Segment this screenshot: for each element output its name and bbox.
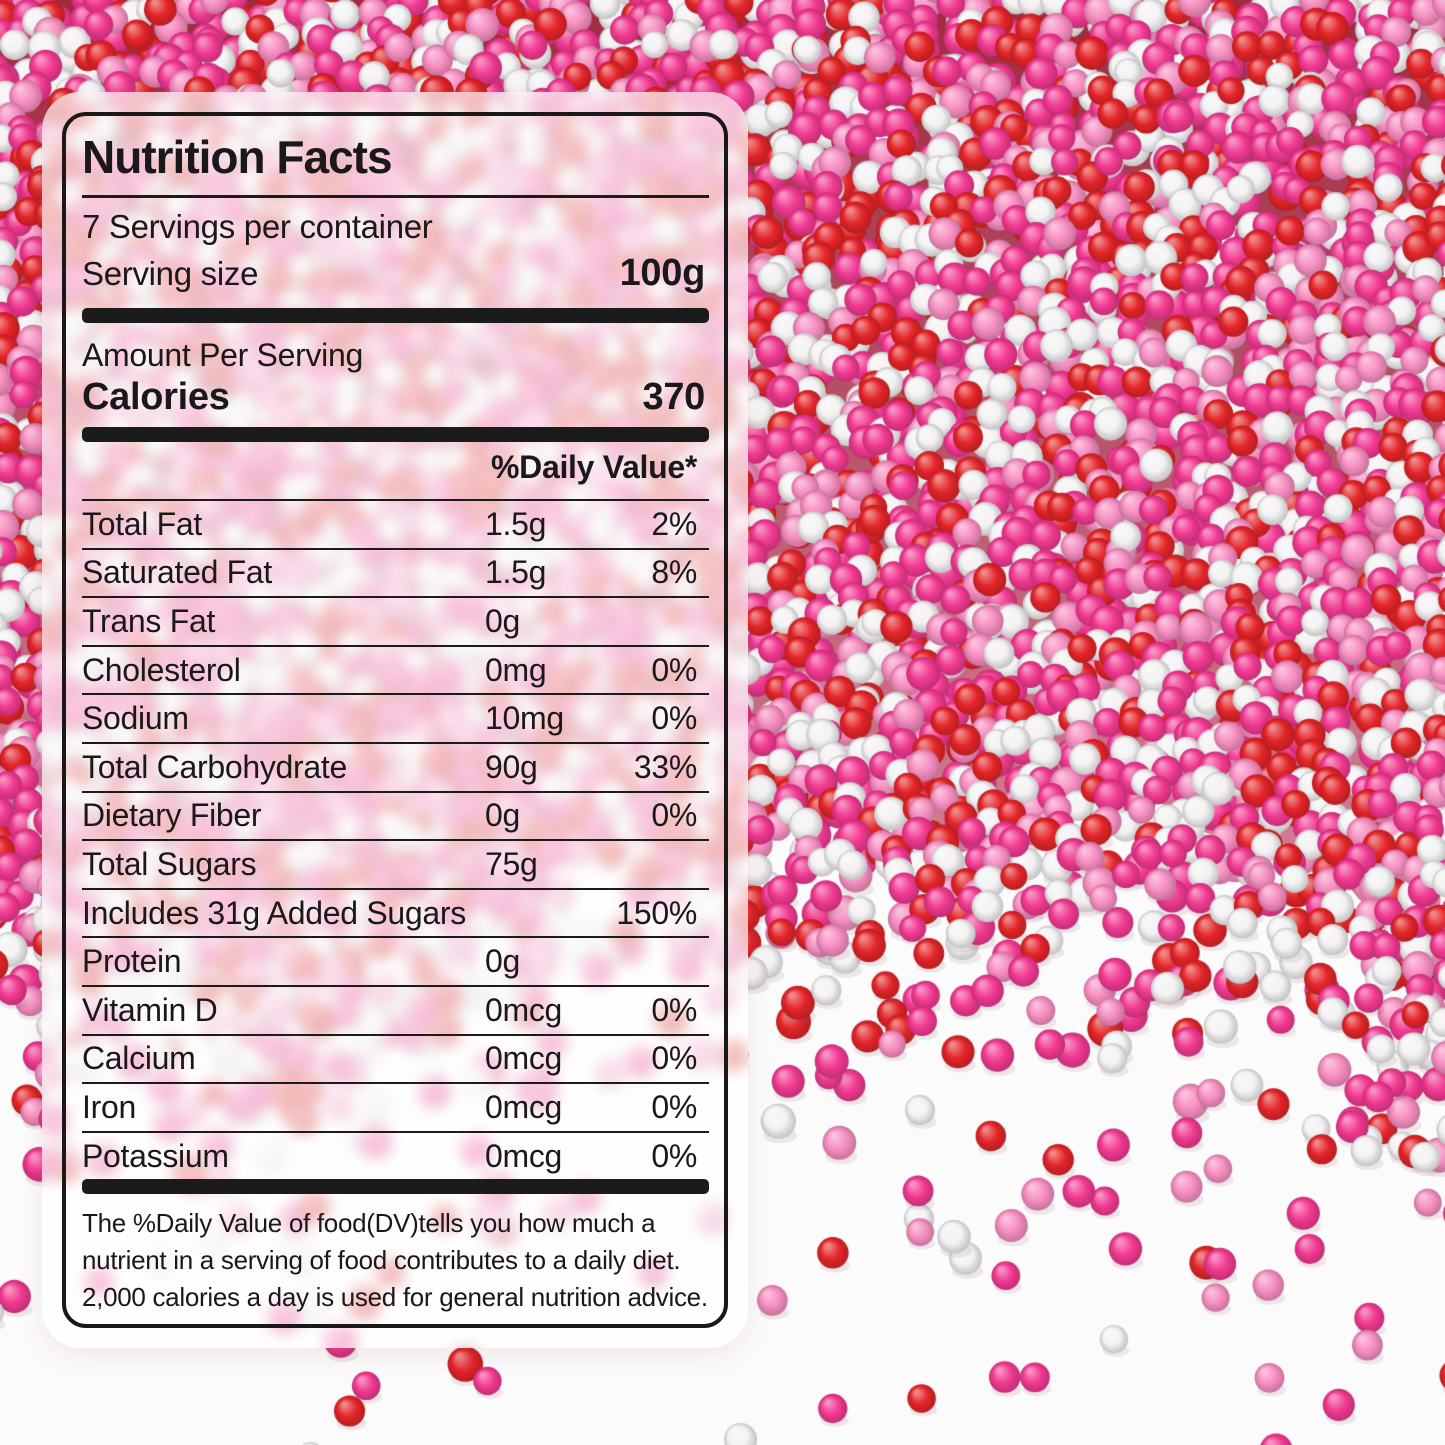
nutrient-daily-value: 0% bbox=[651, 1040, 697, 1077]
nutrition-facts-title: Nutrition Facts bbox=[82, 131, 393, 183]
nutrient-name: Total Fat bbox=[82, 505, 203, 542]
nutrient-name: Protein bbox=[82, 943, 182, 980]
nutrient-amount: 1.5g bbox=[485, 554, 547, 591]
nutrient-amount: 90g bbox=[485, 748, 538, 785]
nutrient-name: Vitamin D bbox=[82, 991, 218, 1028]
calories-row: Calories 370 bbox=[82, 375, 709, 419]
serving-size-value: 100g bbox=[619, 252, 706, 294]
title-divider bbox=[82, 195, 709, 198]
nutrient-name: Cholesterol bbox=[82, 651, 241, 688]
daily-value-header: %Daily Value* bbox=[491, 449, 697, 485]
daily-value-footnote: The %Daily Value of food(DV)tells you ho… bbox=[82, 1205, 709, 1316]
nutrient-amount: 0mcg bbox=[485, 1040, 563, 1077]
nutrient-daily-value: 0% bbox=[651, 1088, 697, 1125]
footnote-line: nutrient in a serving of food contribute… bbox=[82, 1245, 681, 1276]
nutrient-name: Saturated Fat bbox=[82, 554, 272, 591]
row-cholesterol: Cholesterol 0mg 0% bbox=[82, 644, 709, 694]
thick-divider-bottom bbox=[82, 1179, 709, 1195]
nutrient-name: Trans Fat bbox=[82, 602, 216, 639]
row-vitamin-d: Vitamin D 0mcg 0% bbox=[82, 984, 709, 1034]
row-total-fat: Total Fat 1.5g 2% bbox=[82, 499, 709, 548]
row-potassium: Potassium 0mcg 0% bbox=[82, 1130, 709, 1180]
row-saturated-fat: Saturated Fat 1.5g 8% bbox=[82, 547, 709, 597]
calories-label: Calories bbox=[82, 376, 230, 418]
footnote-line: 2,000 calories a day is used for general… bbox=[82, 1282, 708, 1313]
nutrient-amount: 0mcg bbox=[485, 1088, 563, 1125]
nutrient-daily-value: 0% bbox=[651, 651, 697, 688]
row-total-sugars: Total Sugars 75g bbox=[82, 839, 709, 888]
nutrient-amount: 0g bbox=[485, 797, 520, 834]
thick-divider-top bbox=[82, 308, 709, 323]
thick-divider-calories bbox=[82, 427, 709, 442]
nutrient-amount: 1.5g bbox=[485, 505, 547, 542]
nutrition-facts-border-box: Nutrition Facts 7 Servings per container… bbox=[62, 112, 728, 1328]
nutrient-daily-value: 2% bbox=[651, 505, 697, 542]
nutrient-amount: 10mg bbox=[485, 700, 564, 737]
row-iron: Iron 0mcg 0% bbox=[82, 1082, 709, 1131]
nutrient-name: Total Carbohydrate bbox=[82, 748, 347, 785]
row-calcium: Calcium 0mcg 0% bbox=[82, 1033, 709, 1083]
calories-value: 370 bbox=[642, 376, 705, 418]
nutrient-name: Sodium bbox=[82, 700, 189, 737]
nutrient-table: Total Fat 1.5g 2% Saturated Fat 1.5g 8% … bbox=[82, 499, 709, 1179]
row-sodium: Sodium 10mg 0% bbox=[82, 693, 709, 742]
row-dietary-fiber: Dietary Fiber 0g 0% bbox=[82, 790, 709, 840]
row-total-carbohydrate: Total Carbohydrate 90g 33% bbox=[82, 741, 709, 791]
nutrient-name: Calcium bbox=[82, 1040, 196, 1077]
footnote-line: The %Daily Value of food(DV)tells you ho… bbox=[82, 1208, 656, 1239]
nutrient-name: Potassium bbox=[82, 1137, 229, 1174]
nutrient-name: Total Sugars bbox=[82, 845, 257, 882]
serving-size-row: Serving size 100g bbox=[82, 251, 709, 296]
nutrient-daily-value: 33% bbox=[633, 748, 697, 785]
servings-per-container: 7 Servings per container bbox=[82, 208, 433, 245]
nutrient-amount: 0g bbox=[485, 943, 520, 980]
serving-size-label: Serving size bbox=[82, 255, 259, 292]
nutrient-name: Dietary Fiber bbox=[82, 797, 262, 834]
nutrient-amount: 0g bbox=[485, 602, 520, 639]
nutrient-amount: 0mg bbox=[485, 651, 547, 688]
nutrient-daily-value: 8% bbox=[651, 554, 697, 591]
nutrient-name: Includes 31g Added Sugars bbox=[82, 894, 466, 931]
nutrient-daily-value: 150% bbox=[616, 894, 697, 931]
row-trans-fat: Trans Fat 0g bbox=[82, 596, 709, 645]
row-added-sugars: Includes 31g Added Sugars 150% bbox=[82, 887, 709, 937]
amount-per-serving-label: Amount Per Serving bbox=[82, 337, 363, 373]
nutrient-name: Iron bbox=[82, 1088, 136, 1125]
nutrient-amount: 75g bbox=[485, 845, 538, 882]
row-protein: Protein 0g bbox=[82, 936, 709, 985]
nutrient-daily-value: 0% bbox=[651, 991, 697, 1028]
nutrition-facts-label: Nutrition Facts 7 Servings per container… bbox=[42, 92, 748, 1348]
nutrient-daily-value: 0% bbox=[651, 700, 697, 737]
nutrient-daily-value: 0% bbox=[651, 1137, 697, 1174]
nutrient-amount: 0mcg bbox=[485, 1137, 563, 1174]
nutrient-amount: 0mcg bbox=[485, 991, 563, 1028]
nutrient-daily-value: 0% bbox=[651, 797, 697, 834]
